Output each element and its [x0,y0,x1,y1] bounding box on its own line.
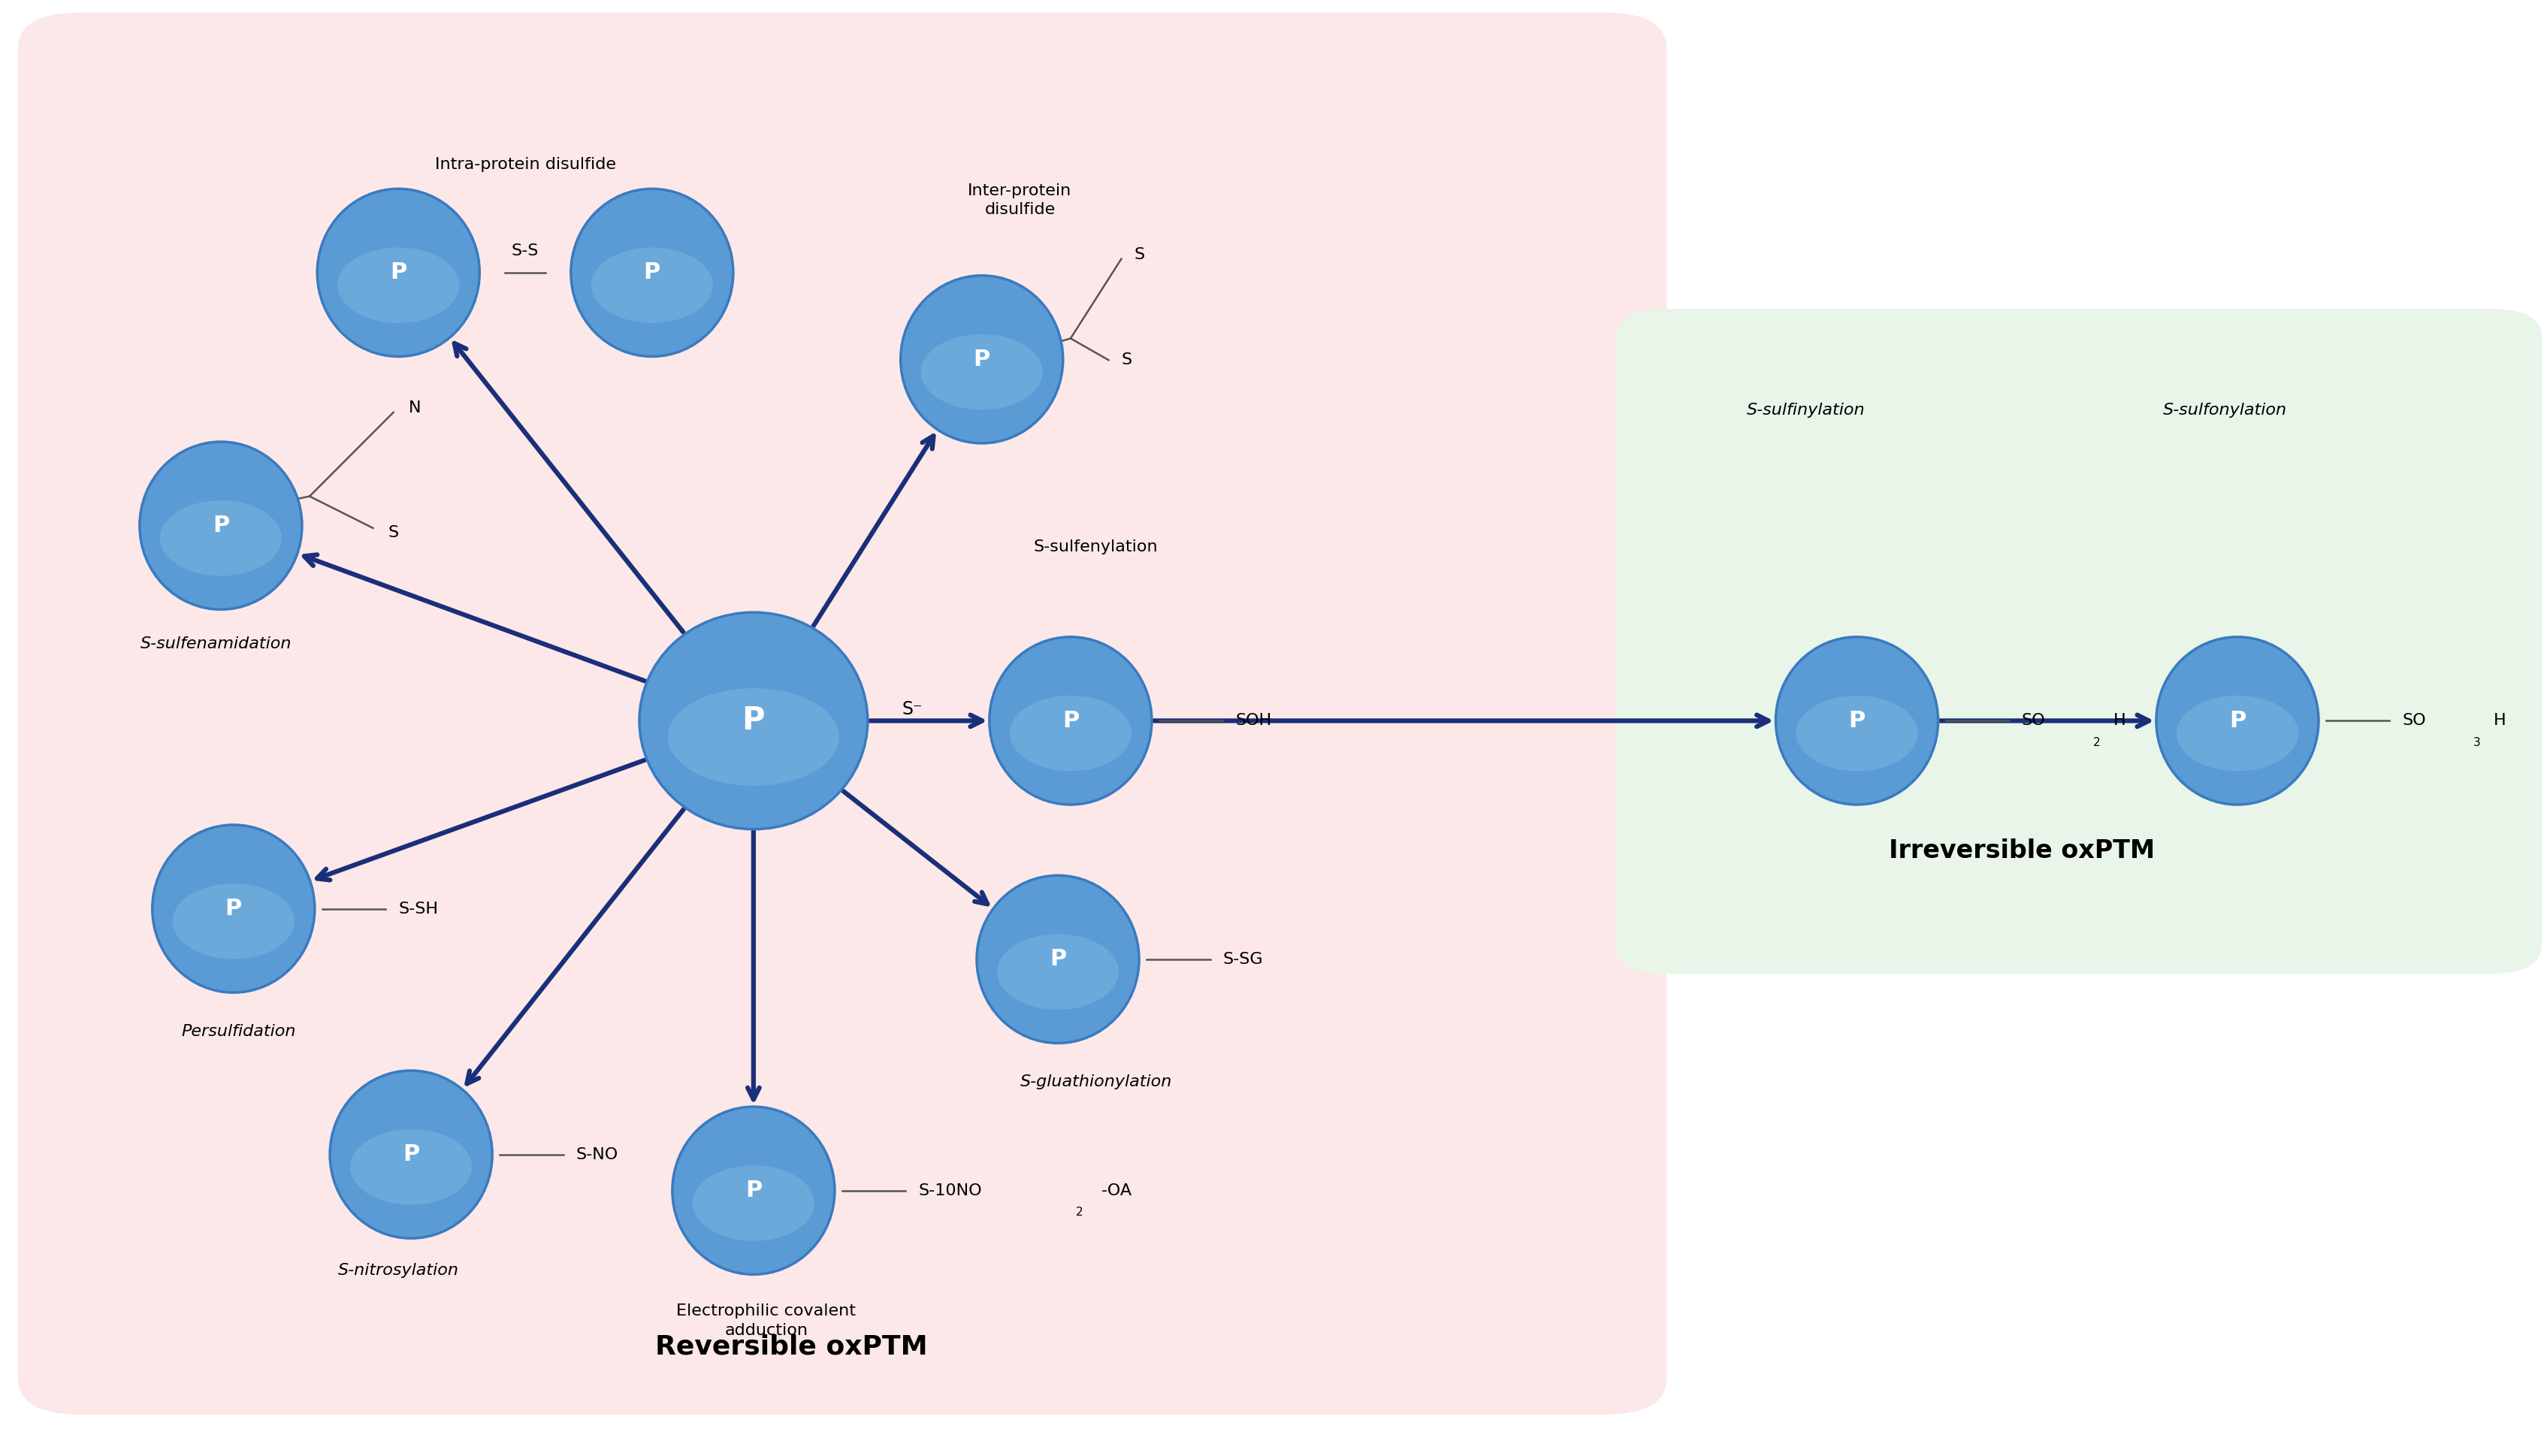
Ellipse shape [2157,636,2318,805]
Text: P: P [211,515,229,536]
Text: SO: SO [2402,713,2427,728]
Text: Irreversible oxPTM: Irreversible oxPTM [1890,839,2155,863]
Ellipse shape [173,884,295,960]
Ellipse shape [988,636,1151,805]
Text: P: P [224,898,242,920]
Ellipse shape [339,248,458,323]
Ellipse shape [1009,696,1131,772]
Ellipse shape [160,501,283,577]
Ellipse shape [902,275,1062,443]
FancyBboxPatch shape [1615,309,2542,974]
Text: P: P [2229,711,2246,732]
Text: P: P [644,262,660,284]
Text: P: P [1049,948,1067,970]
Text: S-sulfonylation: S-sulfonylation [2162,402,2287,418]
Text: H: H [2494,713,2506,728]
Text: P: P [746,1179,762,1201]
Text: SO: SO [2022,713,2045,728]
Text: P: P [1849,711,1864,732]
FancyBboxPatch shape [18,13,1666,1415]
Text: SOH: SOH [1235,713,1271,728]
Ellipse shape [667,689,838,786]
Text: S-SH: S-SH [397,901,438,916]
Ellipse shape [349,1130,471,1204]
Text: S: S [1133,248,1144,262]
Ellipse shape [571,189,734,357]
Text: N: N [408,400,420,415]
Ellipse shape [1796,696,1918,772]
Text: S: S [1121,352,1131,367]
Ellipse shape [140,441,303,610]
Ellipse shape [693,1165,815,1241]
Text: S-S: S-S [512,243,540,258]
Text: S: S [387,526,400,540]
Text: 2: 2 [2094,737,2101,748]
Text: -OA: -OA [1100,1184,1131,1198]
Text: S-gluathionylation: S-gluathionylation [1019,1075,1172,1089]
Text: S-10NO: S-10NO [919,1184,983,1198]
Text: Intra-protein disulfide: Intra-protein disulfide [436,157,616,172]
Ellipse shape [331,1070,492,1238]
Ellipse shape [922,335,1042,409]
Text: P: P [973,348,991,370]
Ellipse shape [1775,636,1938,805]
Text: S-sulfenamidation: S-sulfenamidation [140,636,290,652]
Text: 3: 3 [2473,737,2481,748]
Text: Reversible oxPTM: Reversible oxPTM [655,1334,927,1360]
Text: P: P [390,262,408,284]
Text: S-NO: S-NO [576,1147,619,1162]
Text: Inter-protein
disulfide: Inter-protein disulfide [968,183,1072,217]
Text: P: P [741,705,764,737]
Text: P: P [1062,711,1080,732]
Text: S-sulfenylation: S-sulfenylation [1034,540,1159,555]
Text: S-SG: S-SG [1223,952,1263,967]
Text: H: H [2114,713,2127,728]
Ellipse shape [591,248,713,323]
Ellipse shape [639,613,869,828]
Ellipse shape [976,875,1139,1042]
Text: 2: 2 [1075,1207,1082,1217]
Ellipse shape [153,826,316,993]
Text: Persulfidation: Persulfidation [181,1024,295,1040]
Ellipse shape [996,935,1118,1009]
Text: S-sulfinylation: S-sulfinylation [1747,402,1864,418]
Text: P: P [402,1143,420,1165]
Ellipse shape [318,189,479,357]
Text: Electrophilic covalent
adduction: Electrophilic covalent adduction [678,1303,856,1338]
Text: S⁻: S⁻ [902,700,922,718]
Ellipse shape [672,1107,835,1274]
Text: S-nitrosylation: S-nitrosylation [339,1262,458,1277]
Ellipse shape [2178,696,2297,772]
